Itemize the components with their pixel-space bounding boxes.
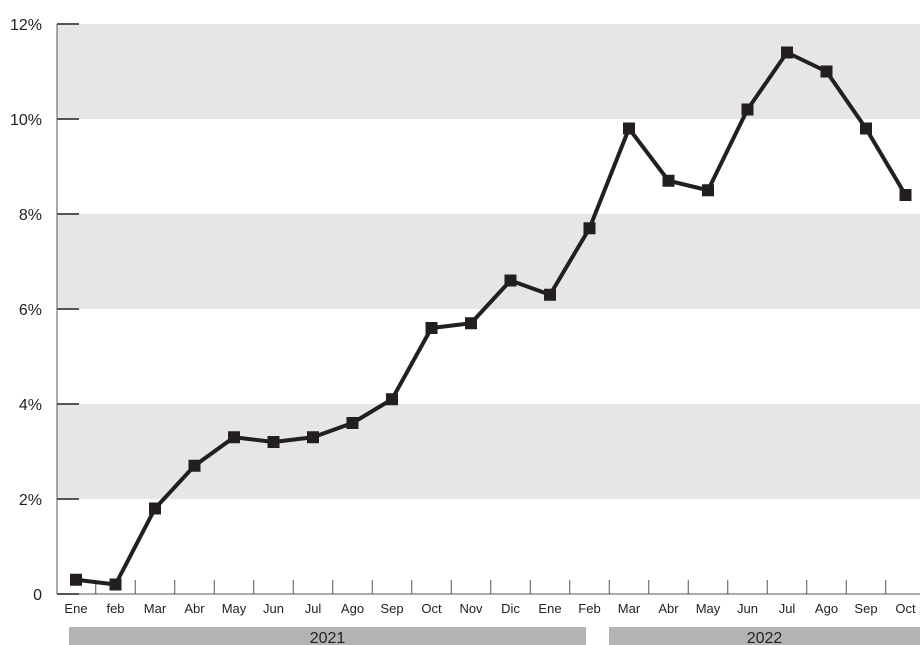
x-tick-label: Sep bbox=[380, 601, 403, 616]
series-group bbox=[70, 46, 912, 591]
data-point bbox=[741, 103, 754, 116]
data-point bbox=[228, 431, 240, 444]
x-tick-label: feb bbox=[106, 601, 124, 616]
year-bar bbox=[69, 627, 586, 645]
y-tick-label: 4% bbox=[19, 397, 42, 414]
x-tick-label: Oct bbox=[895, 601, 916, 616]
y-tick-label: 8% bbox=[19, 207, 42, 224]
x-tick-label: Mar bbox=[144, 601, 167, 616]
data-point bbox=[307, 431, 319, 444]
data-point bbox=[346, 417, 359, 429]
y-tick-label: 12% bbox=[10, 17, 42, 34]
x-axis: Ene feb Mar Abr May Jun Jul Ago Sep Oct Nov Dic Ene F… bbox=[57, 580, 920, 616]
data-point bbox=[465, 317, 477, 330]
data-point bbox=[662, 174, 675, 187]
x-tick-label: Jun bbox=[263, 601, 284, 616]
y-tick-label: 10% bbox=[10, 112, 42, 129]
data-point bbox=[70, 573, 82, 586]
x-tick-label: Feb bbox=[578, 601, 600, 616]
data-point bbox=[781, 46, 793, 59]
year-groups: 2021 2022 bbox=[69, 627, 920, 645]
y-tick-label: 6% bbox=[19, 302, 42, 319]
data-point bbox=[702, 184, 714, 197]
year-label: 2022 bbox=[747, 630, 783, 645]
data-point bbox=[109, 578, 122, 591]
grid-band bbox=[57, 214, 920, 309]
x-tick-label: Ago bbox=[341, 601, 364, 616]
grid-band bbox=[57, 404, 920, 499]
data-point bbox=[267, 436, 280, 448]
y-tick-label: 0 bbox=[33, 587, 42, 604]
data-point bbox=[899, 189, 912, 201]
data-point bbox=[188, 459, 201, 472]
year-bar bbox=[609, 627, 920, 645]
x-tick-label: Jul bbox=[305, 601, 322, 616]
x-tick-label: Sep bbox=[854, 601, 877, 616]
data-point bbox=[149, 502, 161, 515]
x-tick-label: Abr bbox=[184, 601, 205, 616]
data-point bbox=[583, 222, 596, 235]
y-axis: 0 2% 4% 6% 8% 10% 12% bbox=[10, 17, 79, 604]
data-point bbox=[544, 288, 556, 301]
data-point bbox=[504, 274, 517, 287]
x-tick-label: Ene bbox=[538, 601, 561, 616]
data-point bbox=[623, 122, 635, 135]
y-tick-label: 2% bbox=[19, 492, 42, 509]
data-point bbox=[860, 122, 872, 135]
data-point bbox=[820, 65, 833, 78]
x-tick-label: Mar bbox=[618, 601, 641, 616]
grid-bands bbox=[57, 24, 920, 499]
series-line bbox=[74, 50, 908, 587]
x-tick-label: Abr bbox=[658, 601, 679, 616]
x-tick-label: Oct bbox=[421, 601, 442, 616]
year-label: 2021 bbox=[310, 630, 346, 645]
x-tick-label: May bbox=[222, 601, 247, 616]
data-point bbox=[425, 322, 438, 334]
data-point bbox=[386, 393, 398, 406]
x-tick-label: Ago bbox=[815, 601, 838, 616]
x-tick-label: Nov bbox=[459, 601, 483, 616]
grid-band bbox=[57, 24, 920, 119]
x-tick-label: Dic bbox=[501, 601, 520, 616]
x-tick-label: May bbox=[696, 601, 721, 616]
x-tick-label: Jul bbox=[779, 601, 796, 616]
x-tick-label: Jun bbox=[737, 601, 758, 616]
x-tick-label: Ene bbox=[64, 601, 87, 616]
